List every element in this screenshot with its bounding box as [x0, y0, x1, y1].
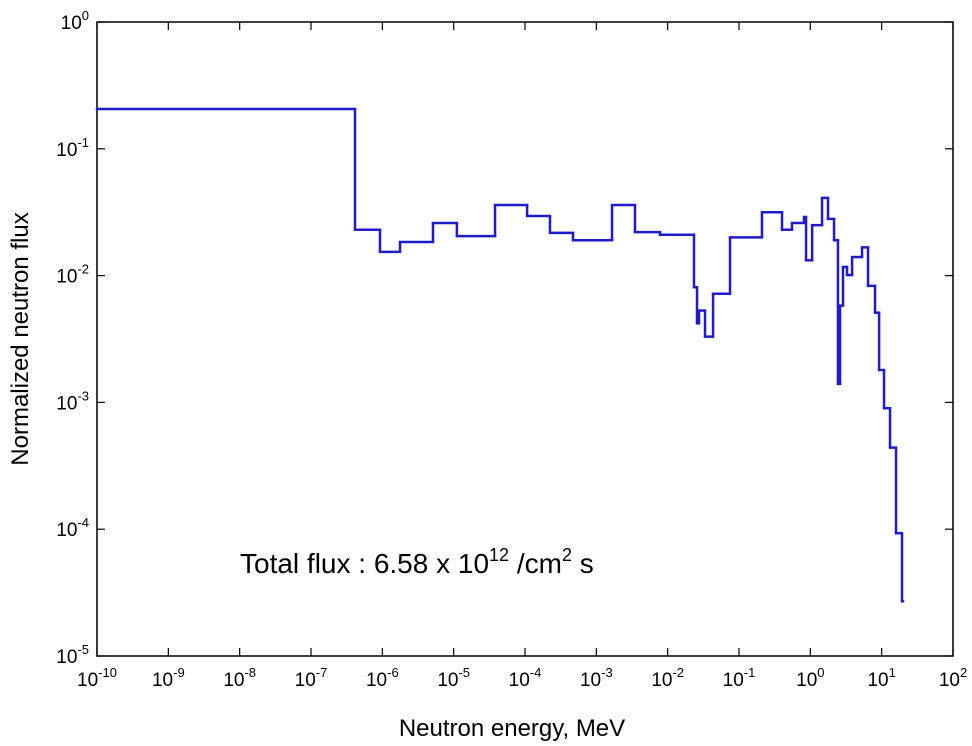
tick-base: 10 — [56, 140, 77, 161]
tick-base: 10 — [56, 393, 77, 414]
tick-exponent: -2 — [672, 665, 684, 680]
x-tick-label: 10-1 — [723, 665, 756, 691]
y-tick-label: 10-4 — [56, 515, 89, 541]
tick-base: 10 — [77, 670, 98, 691]
tick-base: 10 — [796, 670, 817, 691]
x-tick-label: 102 — [939, 665, 967, 691]
tick-base: 10 — [580, 670, 601, 691]
tick-exponent: -2 — [77, 262, 89, 277]
tick-base: 10 — [152, 670, 173, 691]
tick-base: 10 — [723, 670, 744, 691]
x-tick-label: 10-4 — [509, 665, 542, 691]
tick-exponent: 2 — [960, 665, 967, 680]
tick-base: 10 — [867, 670, 888, 691]
annotation-text: s — [572, 548, 594, 579]
x-tick-label: 10-8 — [223, 665, 256, 691]
tick-base: 10 — [223, 670, 244, 691]
y-axis-label: Normalized neutron flux — [7, 212, 34, 465]
tick-base: 10 — [651, 670, 672, 691]
tick-exponent: -6 — [387, 665, 399, 680]
annotation: Total flux : 6.58 x 1012 /cm2 s — [240, 545, 594, 579]
tick-exponent: -10 — [98, 665, 117, 680]
x-tick-label: 10-3 — [580, 665, 613, 691]
x-tick-label: 10-6 — [366, 665, 399, 691]
x-axis-label: Neutron energy, MeV — [399, 715, 625, 742]
tick-exponent: -1 — [77, 135, 89, 150]
annotation-superscript: 2 — [562, 545, 572, 565]
tick-exponent: -7 — [316, 665, 328, 680]
x-tick-label: 10-2 — [651, 665, 684, 691]
tick-exponent: 0 — [817, 665, 824, 680]
tick-exponent: -5 — [77, 642, 89, 657]
x-tick-label: 10-5 — [437, 665, 470, 691]
tick-base: 10 — [56, 520, 77, 541]
tick-base: 10 — [509, 670, 530, 691]
y-tick-label: 10-1 — [56, 135, 89, 161]
tick-exponent: -9 — [173, 665, 185, 680]
tick-exponent: 1 — [889, 665, 896, 680]
tick-exponent: -4 — [77, 515, 89, 530]
annotation-text: /cm — [509, 548, 562, 579]
tick-exponent: 0 — [82, 8, 89, 23]
x-tick-label: 10-10 — [77, 665, 117, 691]
tick-exponent: -8 — [244, 665, 256, 680]
tick-base: 10 — [56, 647, 77, 668]
tick-base: 10 — [939, 670, 960, 691]
annotation-superscript: 12 — [489, 545, 509, 565]
y-tick-label: 100 — [61, 8, 89, 34]
tick-exponent: -5 — [458, 665, 470, 680]
tick-base: 10 — [366, 670, 387, 691]
tick-exponent: -3 — [601, 665, 613, 680]
x-tick-label: 10-9 — [152, 665, 185, 691]
x-tick-label: 101 — [867, 665, 895, 691]
tick-base: 10 — [61, 13, 82, 34]
x-tick-label: 10-7 — [295, 665, 328, 691]
annotation-text: Total flux : 6.58 x 10 — [240, 548, 489, 579]
y-tick-label: 10-5 — [56, 642, 89, 668]
x-tick-label: 100 — [796, 665, 824, 691]
y-tick-label: 10-2 — [56, 262, 89, 288]
tick-exponent: -3 — [77, 388, 89, 403]
tick-exponent: -4 — [530, 665, 542, 680]
tick-base: 10 — [56, 267, 77, 288]
tick-exponent: -1 — [744, 665, 756, 680]
y-tick-label: 10-3 — [56, 388, 89, 414]
tick-base: 10 — [437, 670, 458, 691]
tick-base: 10 — [295, 670, 316, 691]
